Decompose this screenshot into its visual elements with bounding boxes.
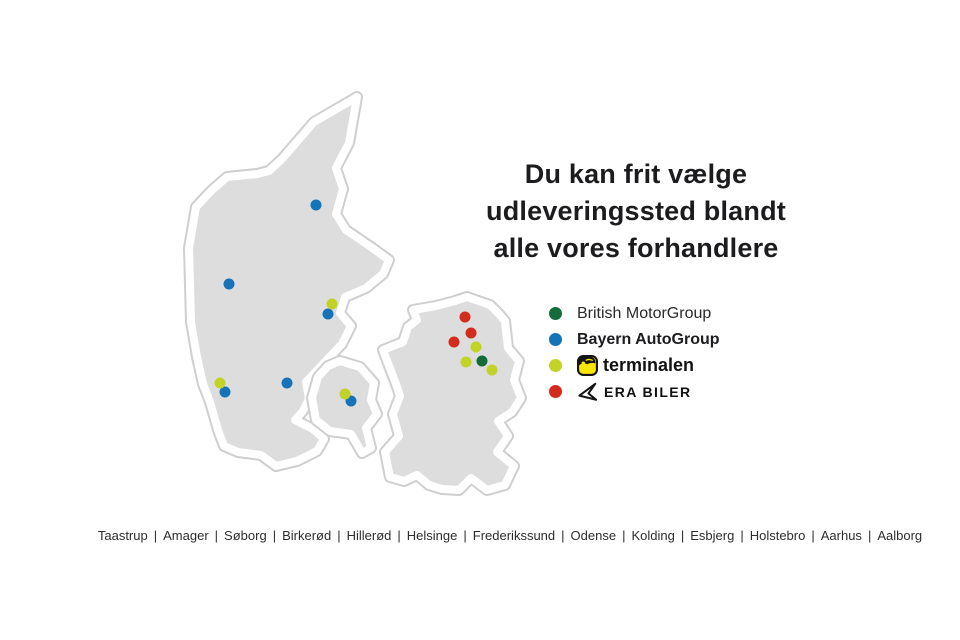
legend: British MotorGroup Bayern AutoGroup term… (549, 301, 720, 405)
dealer-location-dot (281, 377, 293, 389)
city-separator: | (740, 528, 744, 543)
era-biler-logo-icon (577, 382, 599, 402)
city-item: Taastrup (97, 528, 148, 543)
zealand-landmass (377, 291, 527, 496)
dealer-location-dot (486, 364, 498, 376)
city-separator: | (272, 528, 277, 543)
legend-label: British MotorGroup (577, 304, 712, 322)
city-list: Taastrup | Amager | Søborg | Birkerød | Hillerød… (60, 528, 960, 543)
city-item: Hillerød (346, 528, 392, 543)
city-item: Søborg (224, 528, 267, 543)
dealer-location-dot (476, 355, 488, 367)
dealer-location-dot (310, 199, 322, 211)
city-item: Holstebro (749, 528, 806, 543)
dealer-location-dot (448, 336, 460, 348)
terminalen-logo-icon (577, 355, 598, 376)
city-item: Frederikssund (472, 528, 556, 543)
dealer-location-dot (459, 311, 471, 323)
city-item: Helsinge (406, 528, 458, 543)
legend-label: Bayern AutoGroup (577, 330, 720, 348)
city-item: Birkerød (282, 528, 332, 543)
dealer-location-dots (214, 199, 498, 407)
city-item: Odense (570, 528, 617, 543)
legend-item-british-motorgroup: British MotorGroup (549, 301, 720, 326)
city-item: Esbjerg (690, 528, 735, 543)
city-item: Aarhus (820, 528, 862, 543)
era-biler-dot-icon (549, 385, 562, 398)
dealer-location-dot (465, 327, 477, 339)
dealer-location-dot (470, 341, 482, 353)
legend-label: terminalen (603, 355, 695, 375)
city-item: Aalborg (877, 528, 923, 543)
city-item: Kolding (631, 528, 675, 543)
funen-landmass (306, 355, 383, 459)
legend-item-bayern-autogroup: Bayern AutoGroup (549, 327, 720, 352)
city-separator: | (811, 528, 815, 543)
headline-line: alle vores forhandlere (493, 233, 779, 263)
city-separator: | (214, 528, 219, 543)
british-motorgroup-dot-icon (549, 307, 562, 320)
city-separator: | (622, 528, 626, 543)
terminalen-dot-icon (549, 359, 562, 372)
city-separator: | (561, 528, 565, 543)
legend-item-terminalen: terminalen (549, 353, 720, 378)
city-item: Amager (163, 528, 209, 543)
jutland-landmass (183, 91, 395, 472)
bayern-autogroup-dot-icon (549, 333, 562, 346)
city-separator: | (680, 528, 685, 543)
city-separator: | (337, 528, 341, 543)
dealer-location-dot (322, 308, 334, 320)
dealer-location-dot (214, 377, 226, 389)
headline-line: udleveringssted blandt (486, 196, 786, 226)
dealer-location-dot (339, 388, 351, 400)
city-separator: | (397, 528, 401, 543)
headline: Du kan frit vælge udleveringssted blandt… (452, 156, 820, 267)
dealer-location-dot (460, 356, 472, 368)
headline-line: Du kan frit vælge (524, 159, 748, 189)
dealer-location-dot (219, 386, 231, 398)
dealer-location-dot (223, 278, 235, 290)
city-separator: | (867, 528, 872, 543)
dealer-location-dot (326, 298, 338, 310)
legend-label: ERA BILER (604, 383, 692, 400)
legend-item-era-biler: ERA BILER (549, 379, 720, 404)
city-separator: | (153, 528, 158, 543)
city-separator: | (463, 528, 467, 543)
